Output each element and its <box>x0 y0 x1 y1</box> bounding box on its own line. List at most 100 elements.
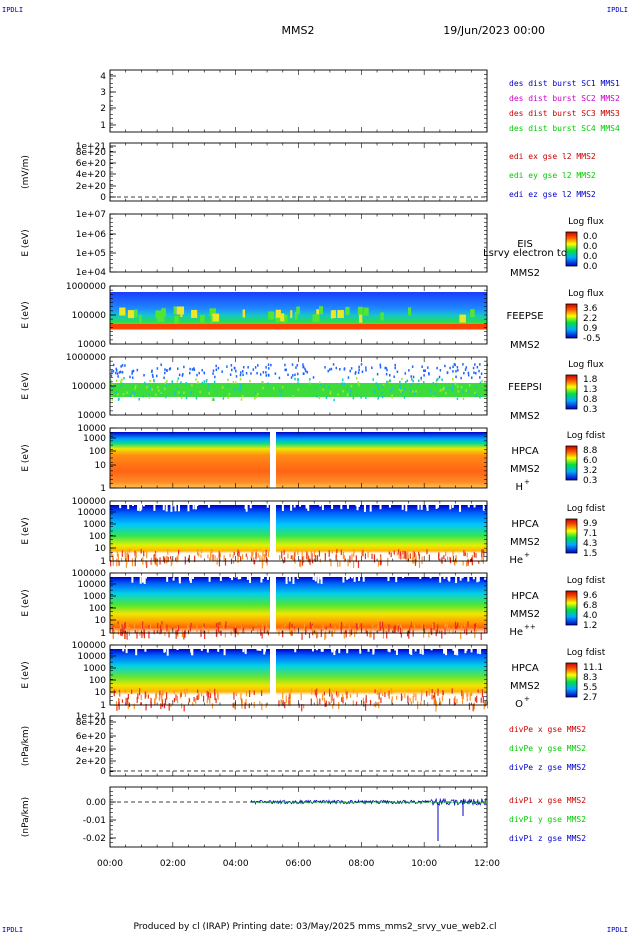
spectrogram-speck <box>463 550 465 556</box>
spectrogram-speck <box>176 306 185 315</box>
spectrogram-speck <box>412 557 414 562</box>
spectrogram-speck <box>330 367 333 371</box>
spectrogram-speck <box>346 575 349 580</box>
spectrogram-speck <box>335 551 338 558</box>
spectrogram-speck <box>134 387 136 390</box>
spectrogram-speck <box>156 623 159 631</box>
spectrogram-speck <box>319 383 322 386</box>
spectrogram-speck <box>242 647 245 653</box>
spectrogram-speck <box>111 385 113 388</box>
spectrogram-speck <box>131 391 134 394</box>
spectrogram-speck <box>340 621 343 629</box>
spectrogram-speck <box>470 647 473 653</box>
spectrogram-speck <box>315 647 318 651</box>
spectrogram-speck <box>296 306 300 315</box>
spectrogram-speck <box>124 627 126 632</box>
y-tick-label: 1000 <box>83 664 106 674</box>
spectrogram-speck <box>190 647 193 653</box>
spectrogram-speck <box>406 379 409 383</box>
spectrogram-speck <box>122 392 125 396</box>
species-label: He <box>509 627 523 638</box>
x-tick-label: 12:00 <box>474 859 500 869</box>
spectrogram-speck <box>453 698 455 706</box>
spectrogram-speck <box>176 380 179 383</box>
spectrogram-speck <box>419 647 422 654</box>
spectrogram-speck <box>481 379 483 383</box>
colorbar-title: Log fdist <box>567 648 606 658</box>
spectrogram-speck <box>336 694 338 698</box>
instrument-label: HPCA <box>511 446 539 457</box>
spectrogram-speck <box>207 626 210 634</box>
spectrogram-speck <box>404 372 407 375</box>
spectrogram-speck <box>202 695 205 702</box>
spectrogram-speck <box>161 699 164 707</box>
spectrogram-speck <box>466 697 468 702</box>
y-tick-label: 1e+05 <box>76 249 106 259</box>
spectrogram-speck <box>133 703 135 710</box>
spectrogram-speck <box>420 376 422 380</box>
spectrogram-speck <box>419 575 422 579</box>
spectrogram-speck <box>447 575 450 581</box>
spectrogram-speck <box>480 372 483 376</box>
y-tick-label: 1000000 <box>66 353 106 363</box>
spectrogram-speck <box>346 647 349 654</box>
spectrogram-speck <box>219 552 221 558</box>
spectrogram-speck <box>404 693 406 698</box>
spectrogram-speck <box>250 555 252 560</box>
spectrogram-speck <box>397 549 400 555</box>
spectrogram-speck <box>395 575 398 583</box>
spectrogram-speck <box>330 559 332 567</box>
colorbar-tick-label: 1.2 <box>583 621 597 631</box>
spectrogram-speck <box>464 552 466 556</box>
spectrogram-speck <box>142 621 144 629</box>
spectrogram-speck <box>200 549 203 554</box>
spectrogram-speck <box>391 395 393 399</box>
spectrogram-speck <box>474 623 477 628</box>
spectrogram-speck <box>355 371 357 374</box>
spectrogram-speck <box>424 627 426 631</box>
spectrogram-speck <box>187 503 190 512</box>
spectrogram-speck <box>395 647 398 655</box>
spectrogram-speck <box>143 628 145 636</box>
y-tick-label: 10000 <box>77 652 106 662</box>
spectrogram-speck <box>393 626 395 633</box>
spectrogram-speck <box>351 553 353 561</box>
spectrogram-speck <box>292 395 295 398</box>
spectrogram-speck <box>299 503 302 507</box>
colorbar-tick-label: 1.8 <box>583 375 598 385</box>
spectrogram-speck <box>358 368 360 372</box>
spectrogram-speck <box>156 367 159 370</box>
spectrogram-speck <box>280 313 285 322</box>
spectrogram-speck <box>460 625 463 631</box>
spectrogram-speck <box>414 558 417 566</box>
spectrogram-speck <box>124 364 126 367</box>
spectrogram-speck <box>417 379 420 383</box>
spectrogram-speck <box>379 559 382 566</box>
spectrogram-fill <box>276 432 487 488</box>
spectrogram-speck <box>159 694 161 699</box>
spectrogram-speck <box>189 626 191 632</box>
spectrogram-speck <box>197 689 199 694</box>
y-tick-label: 10 <box>95 616 107 626</box>
spectrogram-speck <box>149 621 152 629</box>
spectrogram-speck <box>257 392 259 396</box>
x-tick-label: 08:00 <box>348 859 374 869</box>
spectrogram-speck <box>319 306 324 315</box>
spectrogram-speck <box>267 363 270 366</box>
spectrogram-speck <box>160 703 162 710</box>
y-tick-label: 100000 <box>72 569 107 579</box>
spectrogram-speck <box>452 628 454 632</box>
y-tick-label: 2e+20 <box>76 182 107 192</box>
spectrogram-speck <box>308 555 310 563</box>
spectrogram-speck <box>397 627 399 632</box>
spectrogram-speck <box>358 365 360 369</box>
spectrogram-speck <box>195 378 197 381</box>
spacecraft-label: MMS2 <box>510 411 540 422</box>
panel-frame <box>109 213 488 273</box>
spectrogram-speck <box>246 556 248 560</box>
spectrogram-speck <box>376 384 379 387</box>
spectrogram-speck <box>174 391 176 394</box>
spectrogram-speck <box>179 393 181 396</box>
spectrogram-speck <box>233 366 236 370</box>
